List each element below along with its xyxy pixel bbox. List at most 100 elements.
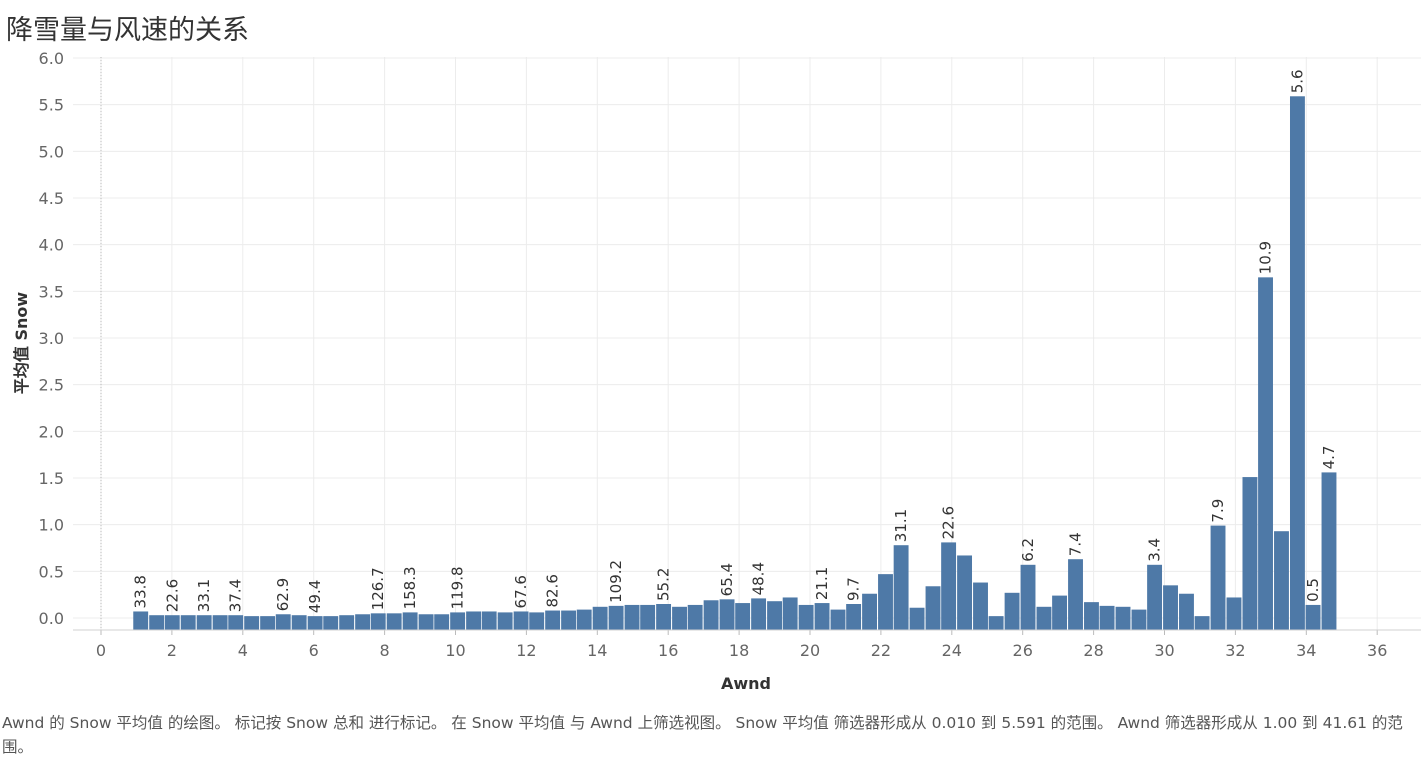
bar-data-label: 82.6 [544,574,562,607]
bar [370,613,386,630]
bar [830,609,846,630]
x-tick-label: 30 [1154,641,1174,660]
y-tick-label: 5.0 [39,142,64,161]
bar-data-label: 109.2 [607,560,625,603]
bar-data-label: 55.2 [655,568,673,601]
bar [228,615,244,630]
y-tick-label: 0.5 [39,562,64,581]
x-tick-label: 22 [871,641,891,660]
bar [1036,606,1052,630]
grid-lines [73,57,1421,630]
bar-chart: 33.8 22.6 33.1 37.4 62.9 49.4 126.7 158.3 119.8 6… [12,49,1421,693]
bar [1020,564,1036,630]
bar [767,601,782,630]
bar [608,605,624,630]
bar [164,615,180,630]
bar [1305,604,1321,630]
x-tick-label: 0 [96,641,106,660]
bar [925,586,941,630]
x-axis-title: Awnd [721,674,771,693]
bar [719,599,735,630]
bar [909,607,925,630]
x-tick-label: 8 [380,641,390,660]
y-tick-label: 2.5 [39,376,64,395]
bar [545,610,561,630]
x-tick-label: 6 [309,641,319,660]
bar [497,612,513,630]
bar-data-label: 6.2 [1019,538,1037,562]
bar [1242,477,1258,630]
bar [846,604,862,630]
bar [1226,597,1242,630]
x-tick-label: 28 [1083,641,1103,660]
bar [466,611,482,630]
bar [1274,531,1289,630]
bar [244,616,260,630]
bar [1131,609,1147,630]
bar [402,612,418,630]
chart-caption: Awnd 的 Snow 平均值 的绘图。 标记按 Snow 总和 进行标记。 在… [2,714,1403,756]
bar-data-label: 37.4 [227,579,245,612]
bar-data-label: 22.6 [163,579,181,612]
bar [481,611,497,630]
bar [418,614,434,630]
bar [878,574,893,630]
bar [1084,602,1099,630]
bar [988,616,1004,630]
bar-data-label: 3.4 [1146,538,1164,562]
bar [307,616,323,630]
bar [323,616,339,630]
bar [1194,616,1210,630]
bar-data-label: 65.4 [718,563,736,596]
x-tick-label: 2 [167,641,177,660]
bar [355,614,371,630]
bar-data-label: 126.7 [369,567,387,610]
bar [735,603,751,630]
bar [529,612,545,630]
bar-data-label: 62.9 [274,578,292,611]
x-tick-label: 10 [445,641,465,660]
bar [1258,277,1273,630]
bar [941,542,957,630]
y-tick-label: 5.5 [39,96,64,115]
bar [893,545,909,630]
bar [275,614,291,630]
bar [180,615,196,630]
y-tick-label: 3.0 [39,329,64,348]
bar [513,611,529,630]
bar [339,615,355,630]
bar [1163,585,1178,630]
bar-data-label: 7.4 [1067,532,1085,556]
bar-data-label: 119.8 [449,566,467,609]
bar [1210,525,1226,630]
bar-data-label: 48.4 [750,562,768,595]
y-axis-title: 平均值 Snow [12,292,31,394]
y-tick-label: 2.0 [39,422,64,441]
bar [1289,96,1305,631]
y-tick-label: 4.5 [39,189,64,208]
bar [672,606,687,630]
x-tick-label: 4 [238,641,248,660]
bar [212,615,228,630]
bar-data-label: 4.7 [1320,446,1338,470]
y-tick-label: 1.5 [39,469,64,488]
x-tick-label: 32 [1225,641,1245,660]
bar [561,610,577,630]
x-tick-label: 18 [729,641,749,660]
bar-series [133,96,1337,631]
x-tick-label: 14 [587,641,607,660]
bar [862,593,878,630]
bar [703,600,719,630]
x-tick-label: 12 [516,641,536,660]
bar [1099,605,1115,630]
bar [782,597,798,630]
bar-data-label: 9.7 [845,577,863,601]
bar [386,613,402,630]
chart-title: 降雪量与风速的关系 [6,15,249,46]
bar-data-label: 7.9 [1209,499,1227,523]
bar [798,604,814,630]
x-tick-label: 34 [1296,641,1316,660]
bar-data-label: 10.9 [1257,241,1275,274]
x-tick-label: 16 [658,641,678,660]
bar [624,604,640,630]
